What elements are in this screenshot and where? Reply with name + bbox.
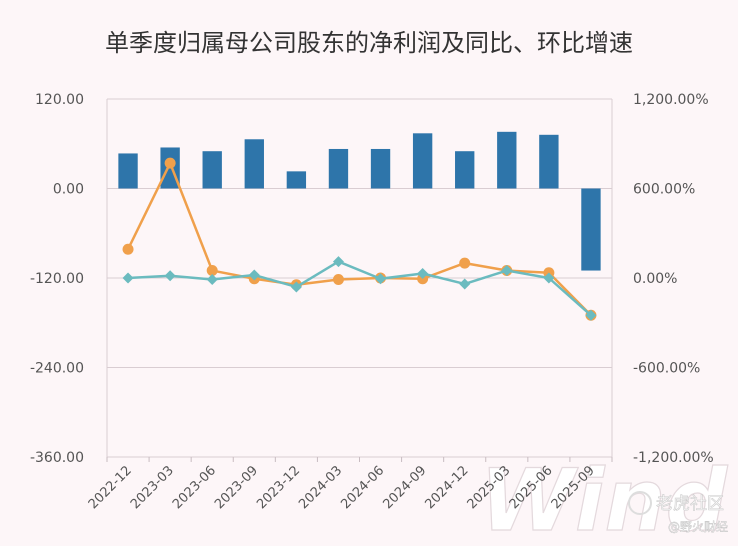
bar [581,188,601,271]
line-point [332,273,344,285]
right-tick-label: -600.00% [633,361,700,377]
line-point [206,273,218,285]
bar [455,151,475,189]
x-tick-label: 2024-06 [338,463,387,512]
watermark-sub-text: @野火财经 [668,520,728,534]
bar-series [118,131,601,271]
left-axis-ticks: 120.00 0.00 -120.00 -240.00 -360.00 [30,92,84,466]
line-point [459,278,471,290]
bar [118,153,138,189]
line-point [206,265,218,277]
left-tick-label: -240.00 [30,361,84,377]
grid-lines [106,98,613,462]
x-tick-label: 2023-03 [128,463,177,512]
x-tick-label: 2023-12 [254,463,303,512]
line-point [248,269,260,281]
x-tick-label: 2023-09 [212,463,261,512]
line-point [543,272,555,284]
watermark-logo: 老虎社区 @野火财经 [628,491,728,534]
line-point [332,256,344,268]
x-tick-label: 2024-03 [296,463,345,512]
right-tick-label: -1,200.00% [633,450,714,466]
line-point [585,309,597,321]
line-point [164,270,176,282]
x-tick-label: 2024-12 [423,463,472,512]
watermark-logo-text: 老虎社区 [656,494,724,514]
right-tick-label: 0.00% [633,271,677,287]
right-tick-label: 1,200.00% [633,92,709,108]
right-axis-ticks: 1,200.00% 600.00% 0.00% -600.00% -1,200.00% [633,92,714,466]
watermark-wind: Wind [479,450,729,546]
line-point [459,257,471,269]
bar [539,134,559,189]
x-tick-label: 2023-06 [170,463,219,512]
line-series [122,157,597,321]
line-point [417,268,429,280]
line-point [122,272,134,284]
line-point [290,281,302,293]
bar [328,148,349,189]
left-tick-label: 120.00 [35,92,84,108]
bar [497,131,517,189]
series-line [126,161,592,317]
left-tick-label: -120.00 [30,271,84,287]
line-point [122,243,134,255]
watermark-wind-text: Wind [480,451,729,546]
right-tick-label: 600.00% [633,182,695,198]
chart-title: 单季度归属母公司股东的净利润及同比、环比增速 [105,29,633,57]
bar [202,151,222,189]
x-tick-label: 2022-12 [86,463,135,512]
series-line [127,260,592,317]
line-point [164,157,176,169]
line-point [501,265,513,277]
left-tick-label: 0.00 [53,182,84,198]
line-point [375,273,387,285]
bar [412,133,433,189]
x-tick-label: 2024-09 [380,463,429,512]
bar [244,139,264,189]
left-tick-label: -360.00 [30,450,84,466]
bar [370,148,391,189]
tiger-logo-icon [628,491,652,515]
bar [286,171,307,189]
